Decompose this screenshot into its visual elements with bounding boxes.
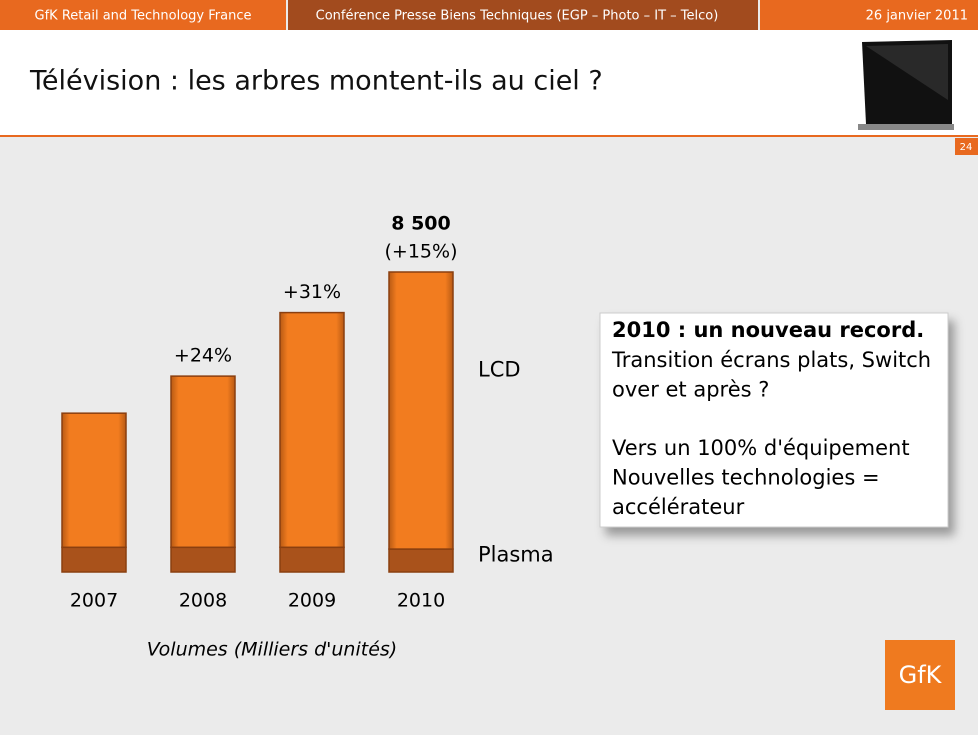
header-right: 26 janvier 2011 [866, 9, 968, 24]
bar-segment [388, 271, 454, 550]
slide-number-box [955, 138, 978, 155]
total-label: 8 500 [391, 213, 451, 235]
bar-segment [61, 546, 127, 573]
bar-segment [279, 546, 345, 573]
text-box-line: Vers un 100% d'équipement [612, 436, 910, 460]
text-box-line: over et après ? [612, 378, 769, 402]
x-tick-label: 2007 [70, 590, 118, 612]
bar-segment [170, 375, 236, 549]
logo: GfK [899, 661, 943, 689]
text-box-heading: 2010 : un nouveau record. [612, 318, 924, 342]
header-cell [0, 0, 286, 30]
x-tick-label: 2008 [179, 590, 227, 612]
slide-number: 24 [960, 142, 973, 153]
growth-label: +24% [174, 345, 232, 367]
text-box-line: Nouvelles technologies = [612, 466, 880, 490]
growth-label: +31% [283, 281, 341, 303]
legend-label: Plasma [478, 543, 554, 567]
bar-segment [279, 311, 345, 549]
text-box-line: accélérateur [612, 495, 745, 519]
slide-title: Télévision : les arbres montent-ils au c… [29, 66, 603, 97]
growth-label: (+15%) [385, 241, 458, 263]
legend-label: LCD [478, 358, 521, 382]
x-axis-title: Volumes (Milliers d'unités) [147, 639, 397, 661]
x-tick-label: 2009 [288, 590, 336, 612]
bar-segment [61, 412, 127, 549]
header-cell [288, 0, 758, 30]
bar-segment [388, 548, 454, 573]
header-center: Conférence Presse Biens Techniques (EGP … [316, 9, 719, 24]
title-area [0, 30, 978, 136]
text-box-line: Transition écrans plats, Switch [611, 348, 931, 372]
tv-icon [858, 40, 954, 130]
logo-box [885, 640, 955, 710]
x-tick-label: 2010 [397, 590, 445, 612]
header-cell [760, 0, 978, 30]
header-left: GfK Retail and Technology France [35, 9, 252, 24]
text-box: 2010 : un nouveau record. [599, 312, 949, 528]
title-rule [0, 135, 978, 137]
bar-segment [170, 546, 236, 573]
